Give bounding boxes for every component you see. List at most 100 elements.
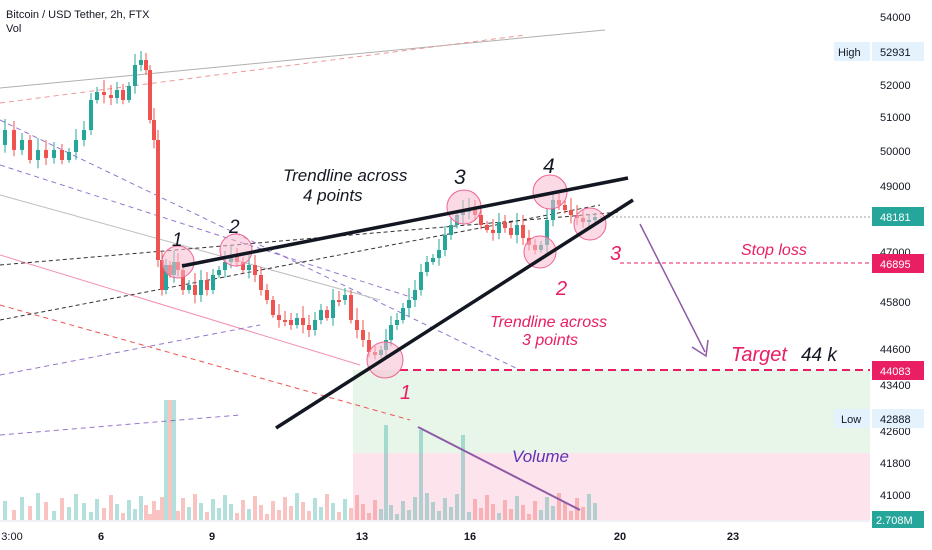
candle-body: [148, 70, 152, 120]
price-tick-label: 45800: [880, 297, 911, 309]
candle-body: [497, 222, 501, 233]
lower-trendline[interactable]: [275, 198, 634, 430]
lower-point-2: 2: [555, 278, 567, 300]
time-tick-label: 13: [356, 531, 368, 543]
candle-body: [44, 150, 48, 158]
candle-body: [319, 310, 323, 320]
candle-body: [361, 330, 365, 340]
time-tick-label: 3:00: [1, 531, 22, 543]
candle-body: [181, 270, 185, 290]
time-axis[interactable]: 3:00 6 9 13 16 20 23: [1, 531, 739, 543]
lower-point-3: 3: [610, 243, 621, 265]
upper-point-1: 1: [172, 230, 183, 251]
price-tick-label: 41800: [880, 458, 911, 470]
candle-body: [277, 315, 281, 320]
volume-bar: [497, 513, 501, 520]
volume-bar: [152, 501, 156, 520]
volume-bar: [379, 509, 383, 520]
volume-bar: [509, 509, 513, 520]
volume-bar: [449, 507, 453, 520]
candle-body: [156, 140, 160, 260]
candle-body: [389, 325, 393, 340]
candle-body: [521, 225, 525, 238]
candlesticks: [3, 51, 597, 360]
candle-body: [152, 120, 156, 140]
candle-body: [223, 262, 227, 270]
volume-bar: [461, 435, 465, 520]
candle-body: [449, 225, 453, 235]
candle-body: [431, 258, 435, 262]
candle-body: [253, 265, 257, 275]
volume-annotation: Volume: [512, 447, 569, 466]
upper-point-3: 3: [454, 166, 466, 189]
volume-bar: [431, 502, 435, 520]
volume-bar: [373, 500, 377, 520]
price-tick-label: 43400: [880, 380, 911, 392]
candle-body: [331, 300, 335, 318]
volume-bar: [277, 510, 281, 520]
volume-bar: [241, 500, 245, 520]
volume-badge: 2.708M: [872, 511, 924, 528]
volume-bar: [425, 493, 429, 520]
svg-text:48181: 48181: [880, 212, 911, 224]
volume-bar: [395, 514, 399, 520]
volume-bar: [193, 494, 197, 520]
candle-body: [241, 262, 245, 270]
high-label: High 52931: [834, 42, 924, 61]
candle-body: [133, 65, 137, 86]
volume-bar: [539, 510, 543, 520]
lower-trendline-label-2: 3 points: [522, 332, 578, 349]
volume-bar: [3, 501, 7, 520]
candle-body: [102, 92, 106, 95]
candle-body: [479, 215, 483, 225]
volume-bar: [127, 500, 131, 520]
time-tick-label: 23: [727, 531, 739, 543]
volume-bar: [28, 506, 32, 520]
volume-bar: [67, 507, 71, 520]
volume-bar: [419, 430, 423, 520]
svg-text:52931: 52931: [880, 47, 911, 59]
volume-bar: [172, 400, 176, 520]
volume-bar: [581, 507, 585, 520]
time-tick-label: 20: [614, 531, 626, 543]
volume-bar: [527, 514, 531, 520]
chart-title: Bitcoin / USD Tether, 2h, FTX: [6, 9, 150, 21]
price-tick-label: 50000: [880, 146, 911, 158]
upper-point-2: 2: [228, 217, 240, 238]
candle-body: [95, 92, 99, 100]
candle-body: [82, 130, 86, 140]
volume-bar: [319, 507, 323, 520]
volume-bar: [337, 512, 341, 520]
stop-loss-label: Stop loss: [741, 242, 807, 259]
volume-bar: [473, 499, 477, 520]
candle-body: [301, 318, 305, 325]
candle-body: [115, 90, 119, 98]
candle-body: [551, 200, 555, 220]
volume-bar: [384, 425, 388, 520]
stop-loss-badge: 46895: [872, 254, 924, 273]
volume-bar: [259, 505, 263, 520]
volume-bar: [271, 501, 275, 520]
volume-bar: [389, 505, 393, 520]
candle-body: [28, 140, 32, 160]
volume-bar: [144, 505, 148, 520]
volume-bar: [44, 502, 48, 520]
time-tick-label: 6: [98, 531, 104, 543]
upper-trendline[interactable]: [181, 176, 629, 268]
candle-body: [307, 325, 311, 330]
candle-body: [60, 150, 64, 160]
volume-bar: [217, 508, 221, 520]
candle-body: [515, 225, 519, 235]
candle-body: [491, 230, 495, 233]
candle-body: [395, 320, 399, 325]
volume-bar: [36, 493, 40, 520]
volume-bar: [301, 502, 305, 520]
candle-body: [367, 340, 371, 352]
candle-body: [271, 300, 275, 315]
candle-body: [3, 130, 7, 145]
target-zone: [353, 370, 870, 453]
candle-body: [563, 205, 567, 210]
candle-body: [121, 90, 125, 100]
volume-bar: [343, 499, 347, 520]
